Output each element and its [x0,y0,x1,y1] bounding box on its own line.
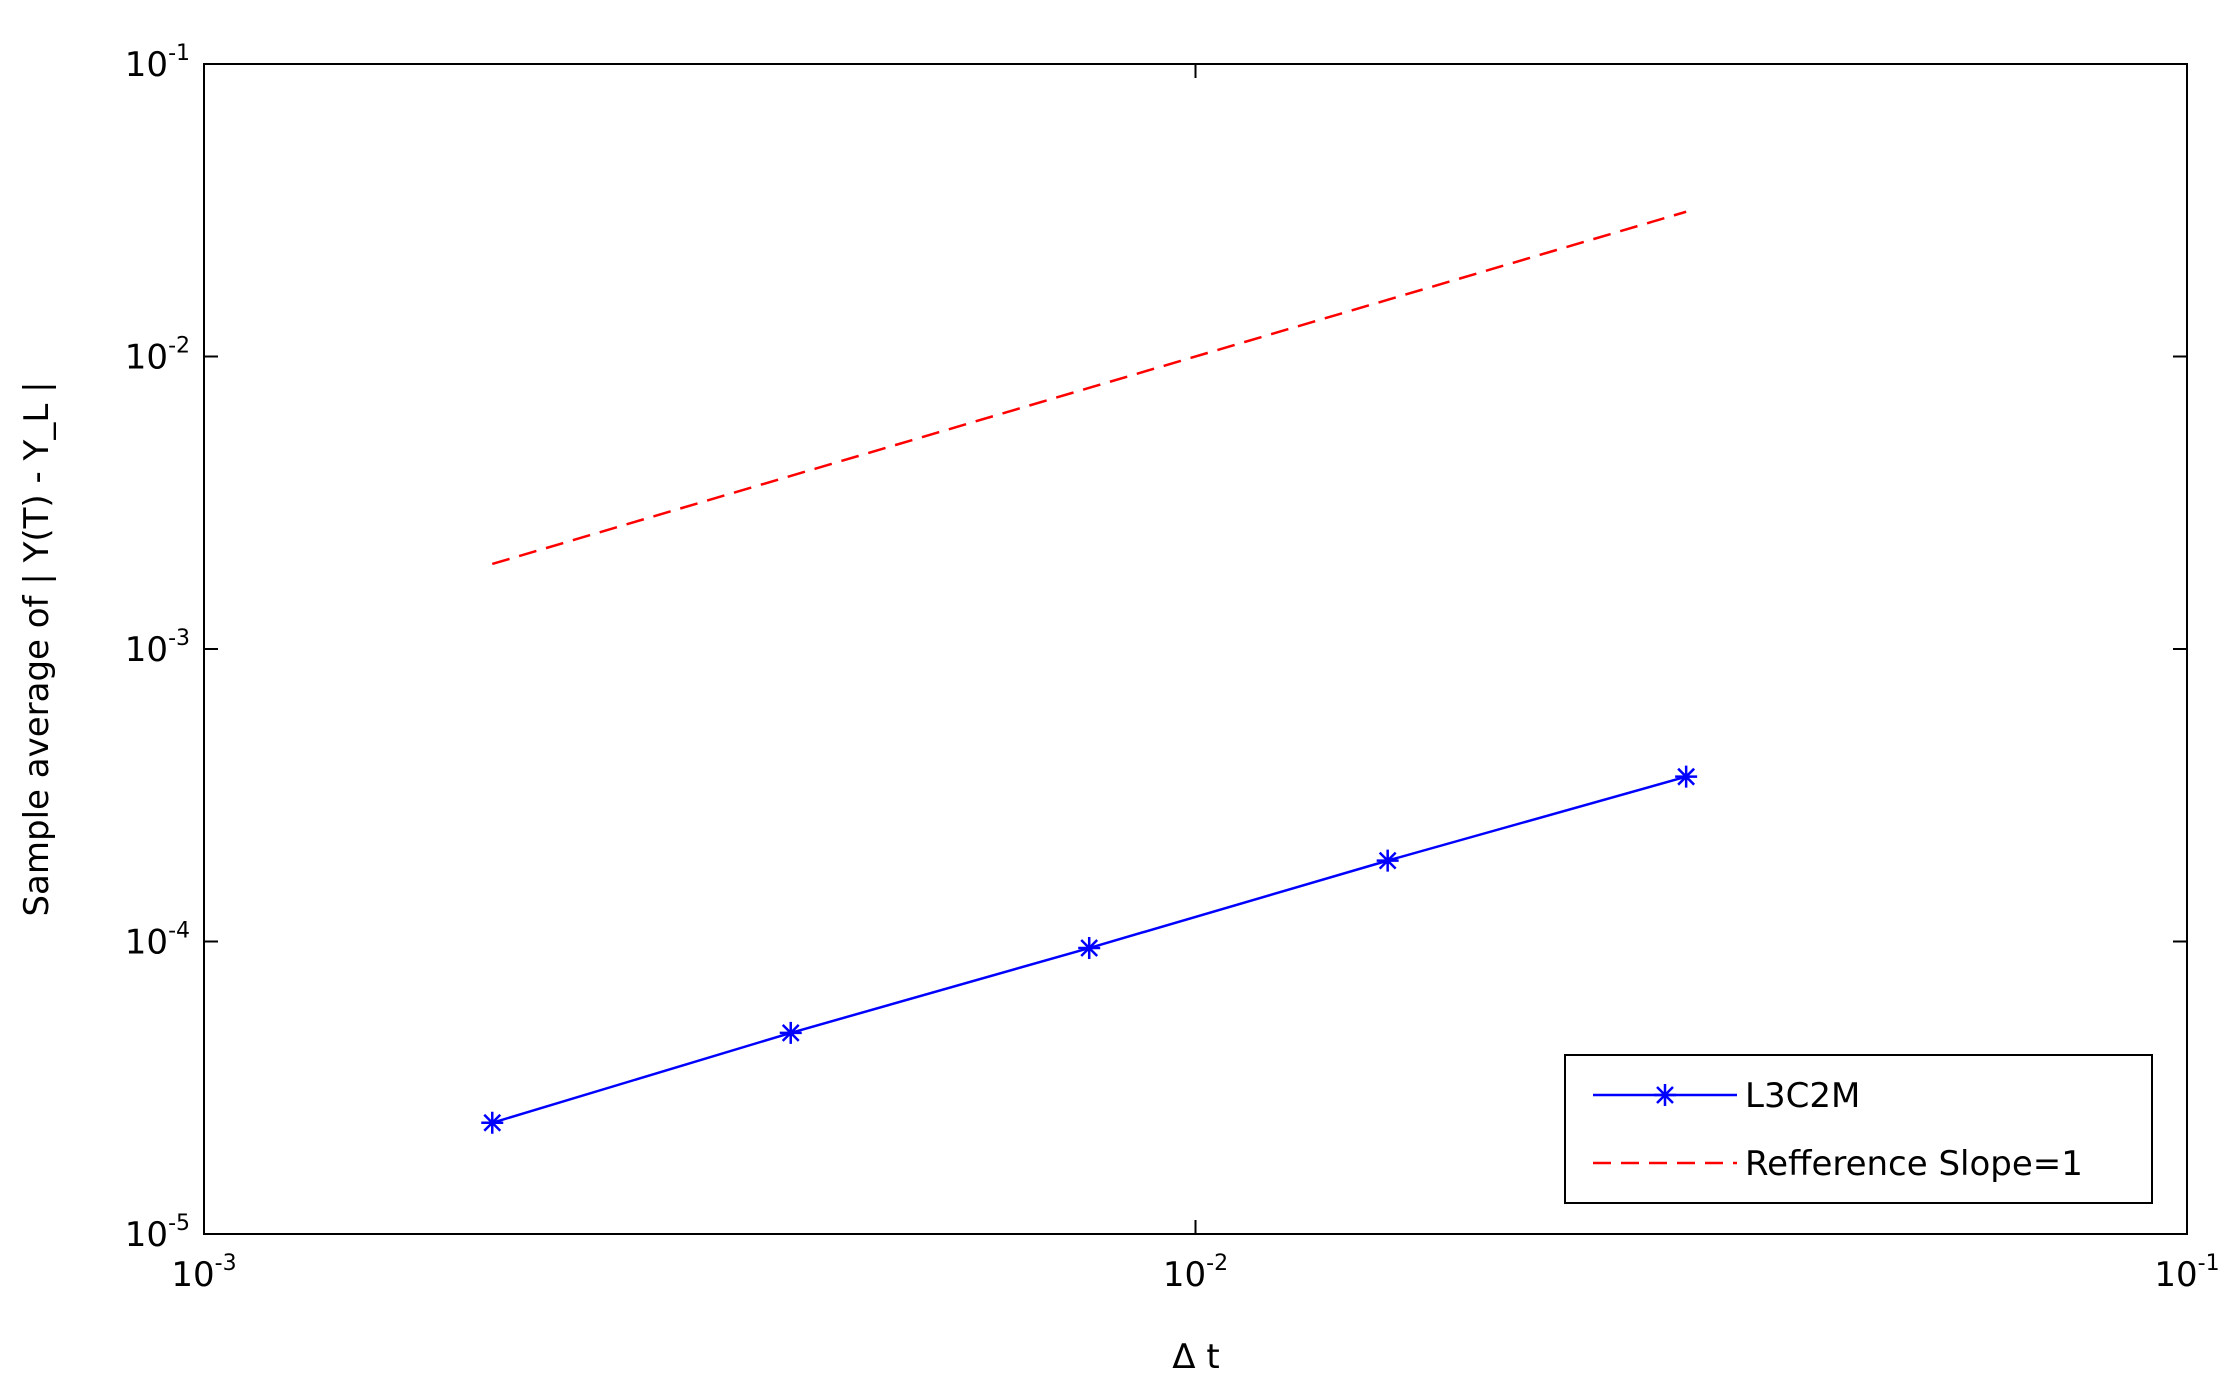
tick-label: 10-1 [125,41,190,85]
tick-base: 10 [171,1255,214,1295]
tick-exponent: -3 [215,1251,237,1276]
tick-exponent: -2 [168,334,190,359]
tick-base: 10 [1163,1255,1206,1295]
y-axis-label: Sample average of | Y(T) - Y_L | [17,381,57,916]
tick-base: 10 [125,45,168,85]
tick-label: 10-3 [125,626,190,670]
tick-exponent: -1 [2198,1251,2220,1276]
x-axis-label: Δ t [1172,1337,1219,1377]
marker [1654,1084,1676,1106]
tick-label: 10-4 [125,919,190,963]
tick-label: 10-1 [2154,1251,2219,1295]
tick-base: 10 [2154,1255,2197,1295]
plot-area [203,63,2188,1235]
tick-exponent: -1 [168,41,190,66]
tick-base: 10 [125,338,168,378]
marker [1078,937,1101,960]
tick-exponent: -5 [168,1211,190,1236]
tick-label: 10-3 [171,1251,236,1295]
marker [1675,765,1698,788]
tick-base: 10 [125,923,168,963]
tick-label: 10-2 [1163,1251,1228,1295]
tick-base: 10 [125,1215,168,1255]
marker [779,1021,802,1044]
legend-box [1564,1054,2153,1204]
marker [481,1111,504,1134]
tick-label: 10-5 [125,1211,190,1255]
tick-label: 10-2 [125,334,190,378]
tick-base: 10 [125,630,168,670]
legend-label: Refference Slope=1 [1745,1144,2083,1184]
legend-label: L3C2M [1745,1076,1860,1116]
tick-exponent: -2 [1206,1251,1228,1276]
marker [1376,849,1399,872]
tick-exponent: -3 [168,626,190,651]
tick-exponent: -4 [168,919,190,944]
series-line [491,210,1687,566]
